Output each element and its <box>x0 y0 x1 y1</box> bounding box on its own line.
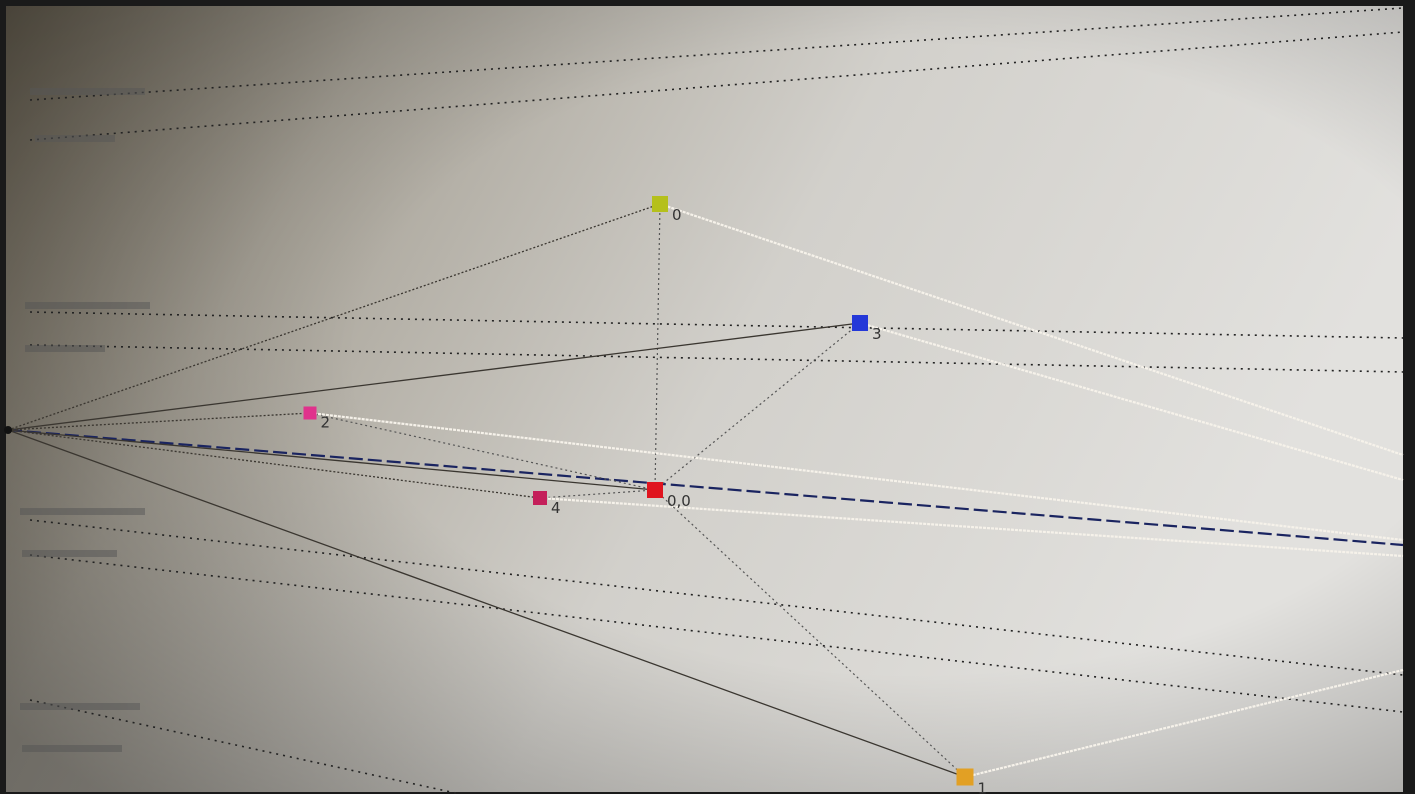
node-label: 0 <box>672 206 682 224</box>
blur-label <box>25 302 150 309</box>
blur-label <box>20 703 140 710</box>
blur-label <box>35 135 115 142</box>
node <box>852 315 868 331</box>
page: 0320,041 (() => { const data = JSON.pars… <box>0 0 1415 794</box>
node-label: 2 <box>321 414 331 432</box>
node-label: 0,0 <box>667 492 691 510</box>
node-label: 4 <box>551 499 561 517</box>
origin <box>4 426 12 434</box>
node <box>304 407 317 420</box>
node <box>652 196 668 212</box>
node <box>957 769 974 786</box>
vignette <box>6 6 1403 792</box>
node <box>533 491 547 505</box>
blur-label <box>22 550 117 557</box>
blur-label <box>30 88 145 95</box>
node-label: 3 <box>872 325 882 343</box>
node-label: 1 <box>978 780 988 794</box>
blur-label <box>20 508 145 515</box>
node <box>647 482 663 498</box>
diagram: 0 3 2 0,0 4 1 <box>0 0 1415 794</box>
blur-label <box>25 345 105 352</box>
blur-label <box>22 745 122 752</box>
